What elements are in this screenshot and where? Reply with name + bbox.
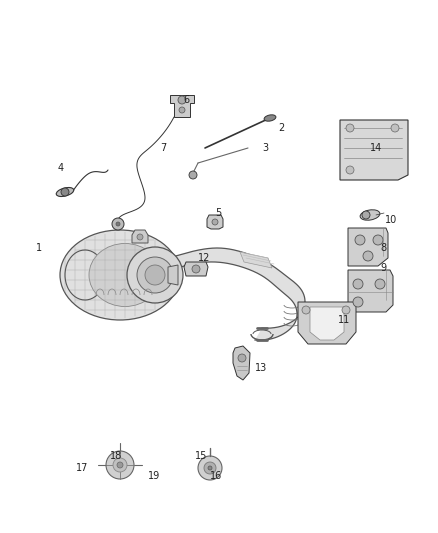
- Polygon shape: [348, 228, 388, 266]
- Polygon shape: [168, 265, 178, 285]
- Circle shape: [127, 247, 183, 303]
- Circle shape: [145, 265, 165, 285]
- Text: 5: 5: [215, 208, 221, 218]
- Ellipse shape: [264, 115, 276, 121]
- Circle shape: [346, 124, 354, 132]
- Polygon shape: [132, 230, 148, 243]
- Circle shape: [346, 166, 354, 174]
- Polygon shape: [348, 270, 393, 312]
- Ellipse shape: [360, 210, 380, 220]
- Ellipse shape: [60, 230, 180, 320]
- Circle shape: [192, 265, 200, 273]
- Text: 8: 8: [380, 243, 386, 253]
- Polygon shape: [207, 215, 223, 229]
- Polygon shape: [184, 262, 208, 276]
- Polygon shape: [298, 302, 356, 344]
- Circle shape: [208, 466, 212, 470]
- Text: 4: 4: [58, 163, 64, 173]
- Circle shape: [204, 462, 216, 474]
- Polygon shape: [170, 95, 194, 117]
- Ellipse shape: [56, 188, 74, 197]
- Circle shape: [362, 211, 370, 219]
- Text: 1: 1: [36, 243, 42, 253]
- Polygon shape: [240, 252, 272, 268]
- Text: 10: 10: [385, 215, 397, 225]
- Circle shape: [363, 251, 373, 261]
- Circle shape: [238, 354, 246, 362]
- Circle shape: [375, 279, 385, 289]
- Circle shape: [355, 235, 365, 245]
- Polygon shape: [310, 307, 344, 340]
- Text: 14: 14: [370, 143, 382, 153]
- Text: 16: 16: [210, 471, 222, 481]
- Text: 7: 7: [160, 143, 166, 153]
- Circle shape: [137, 234, 143, 240]
- Circle shape: [391, 124, 399, 132]
- Circle shape: [106, 451, 134, 479]
- Circle shape: [302, 306, 310, 314]
- Circle shape: [198, 456, 222, 480]
- Circle shape: [353, 279, 363, 289]
- Circle shape: [112, 218, 124, 230]
- Text: 15: 15: [195, 451, 207, 461]
- Polygon shape: [233, 346, 250, 380]
- Text: 12: 12: [198, 253, 210, 263]
- Polygon shape: [168, 248, 305, 340]
- Circle shape: [189, 171, 197, 179]
- Text: 11: 11: [338, 315, 350, 325]
- Ellipse shape: [89, 244, 161, 306]
- Text: 9: 9: [380, 263, 386, 273]
- Circle shape: [116, 222, 120, 226]
- Text: 2: 2: [278, 123, 284, 133]
- Circle shape: [342, 306, 350, 314]
- Circle shape: [113, 458, 127, 472]
- Text: 18: 18: [110, 451, 122, 461]
- Circle shape: [212, 219, 218, 225]
- Circle shape: [137, 257, 173, 293]
- Circle shape: [353, 297, 363, 307]
- Text: 19: 19: [148, 471, 160, 481]
- Circle shape: [117, 462, 123, 468]
- Circle shape: [61, 188, 69, 196]
- Text: 3: 3: [262, 143, 268, 153]
- Circle shape: [178, 96, 186, 104]
- Text: 17: 17: [76, 463, 88, 473]
- Circle shape: [373, 235, 383, 245]
- Circle shape: [179, 107, 185, 113]
- Polygon shape: [340, 120, 408, 180]
- Text: 13: 13: [255, 363, 267, 373]
- Text: 6: 6: [183, 95, 189, 105]
